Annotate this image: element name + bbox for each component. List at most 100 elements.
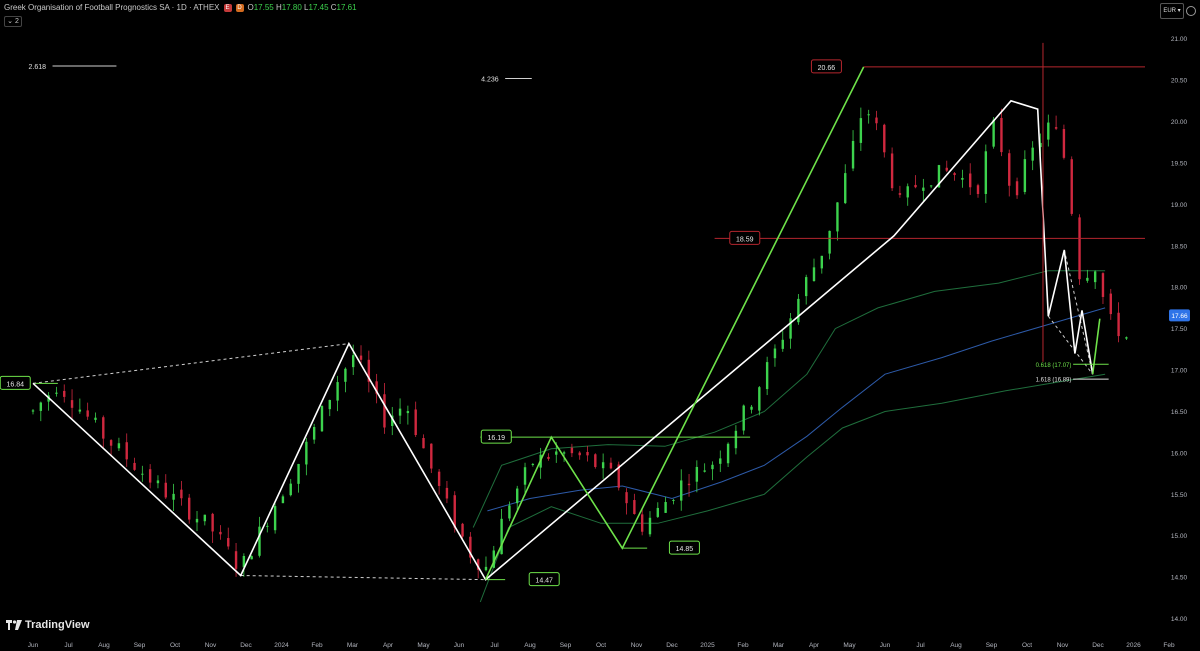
- candle-body: [562, 452, 566, 454]
- candle-body: [375, 381, 378, 394]
- drawings: 2.618 4.236 20.66 18.59 16.19 14.85 14.47 16.84…: [0, 42, 1145, 587]
- candle-body: [352, 355, 355, 368]
- tradingview-logo-text: TradingView: [25, 619, 90, 631]
- x-axis-tick-label: Aug: [950, 642, 962, 649]
- x-axis-tick-label: Nov: [631, 642, 643, 649]
- candle-body: [875, 117, 878, 124]
- candle-body: [156, 480, 160, 484]
- candle-body: [594, 454, 597, 467]
- settings-icon[interactable]: [1186, 6, 1196, 16]
- candle-body: [758, 387, 761, 411]
- candle-body: [234, 551, 238, 569]
- candle-body: [664, 502, 667, 513]
- y-axis-tick-label: 16.50: [1171, 409, 1188, 416]
- white-zigzag-line: [32, 99, 1094, 581]
- tradingview-logo[interactable]: TradingView: [6, 619, 90, 631]
- currency-selector[interactable]: EUR ▾: [1160, 3, 1184, 19]
- axes: 21.00 20.50 20.00 19.50 19.00 18.50 18.00 17.50…: [28, 36, 1190, 649]
- candle-body: [1031, 147, 1034, 161]
- candle-body: [406, 411, 410, 414]
- candle-body: [305, 441, 308, 465]
- candle-body: [984, 151, 988, 194]
- candle-body: [672, 499, 675, 501]
- level-label-18.59: 18.59: [736, 236, 754, 243]
- candle-body: [680, 480, 683, 501]
- x-axis-tick-label: Aug: [98, 642, 110, 649]
- candle-body: [601, 462, 605, 469]
- candle-body: [687, 483, 691, 486]
- level-label-16.84: 16.84: [6, 381, 24, 388]
- candle-body: [555, 451, 558, 455]
- y-axis-tick-label: 15.00: [1171, 533, 1188, 540]
- candle-body: [836, 202, 839, 232]
- candle-body: [906, 186, 909, 198]
- level-label-box-14.85: [668, 540, 700, 555]
- candle-body: [492, 550, 495, 568]
- earnings-badge[interactable]: E: [223, 3, 232, 12]
- candle-body: [180, 489, 183, 499]
- candle-body: [266, 525, 269, 527]
- candle-body: [969, 173, 972, 188]
- candle-body: [625, 492, 628, 504]
- candle-body: [1023, 159, 1027, 192]
- x-axis-tick-label: Sep: [986, 642, 998, 649]
- candle-body: [86, 410, 89, 417]
- candle-body: [1070, 159, 1073, 214]
- candle-body: [1125, 337, 1128, 339]
- candle-body: [125, 442, 128, 460]
- candle-body: [1086, 277, 1089, 281]
- y-axis-tick-label: 20.50: [1171, 78, 1188, 85]
- candle-body: [1000, 117, 1003, 153]
- x-axis-tick-label: Nov: [205, 642, 217, 649]
- y-axis-tick-label: 14.00: [1171, 616, 1188, 623]
- y-axis-tick-label: 18.00: [1171, 285, 1188, 292]
- candle-body: [508, 505, 511, 519]
- candle-body: [516, 488, 519, 504]
- x-axis-tick-label: 2025: [700, 642, 715, 649]
- candle-body: [1101, 273, 1105, 297]
- candle-body: [945, 167, 948, 171]
- close-label: C: [330, 3, 337, 12]
- candle-body: [164, 482, 167, 498]
- candle-body: [289, 483, 292, 496]
- candle-body: [633, 500, 636, 515]
- level-label-box-16.84: [0, 375, 31, 390]
- candle-body: [70, 400, 74, 408]
- x-axis-tick-label: Dec: [240, 642, 252, 649]
- low-label: L: [304, 3, 309, 12]
- candle-body: [586, 451, 589, 456]
- y-axis-tick-label: 20.00: [1171, 119, 1188, 126]
- candle-body: [133, 462, 136, 470]
- candle-body: [219, 531, 222, 535]
- x-axis-tick-label: Jul: [490, 642, 499, 649]
- candle-body: [1047, 122, 1050, 140]
- collapse-indicators-button[interactable]: ⌄ 2: [4, 16, 22, 27]
- candle-body: [734, 430, 738, 449]
- candle-body: [890, 153, 894, 189]
- level-label-box-14.47: [528, 572, 560, 587]
- symbol-title[interactable]: Greek Organisation of Football Prognosti…: [4, 3, 220, 12]
- candle-body: [328, 399, 331, 410]
- dashed-connector-line: [240, 574, 486, 581]
- high-label: H: [276, 3, 282, 12]
- candle-body: [1078, 217, 1081, 280]
- candle-body: [227, 538, 230, 547]
- x-axis-tick-label: Sep: [134, 642, 146, 649]
- candle-body: [55, 392, 58, 394]
- candle-body: [250, 556, 253, 560]
- x-axis-tick-label: Jul: [64, 642, 73, 649]
- candle-body: [609, 462, 613, 469]
- y-axis-tick-label: 17.50: [1171, 326, 1188, 333]
- x-axis-tick-label: Oct: [1022, 642, 1032, 649]
- dividend-badge[interactable]: D: [235, 3, 244, 12]
- candle-body: [742, 405, 745, 431]
- candle-body: [297, 463, 300, 484]
- y-axis-tick-label: 14.50: [1171, 575, 1188, 582]
- candle-body: [344, 368, 347, 382]
- candle-body: [640, 514, 644, 532]
- candle-body: [1008, 153, 1011, 186]
- candle-body: [336, 382, 339, 401]
- candle-body: [750, 406, 753, 410]
- fib-target-label: 0.618 (17.07): [1036, 363, 1072, 369]
